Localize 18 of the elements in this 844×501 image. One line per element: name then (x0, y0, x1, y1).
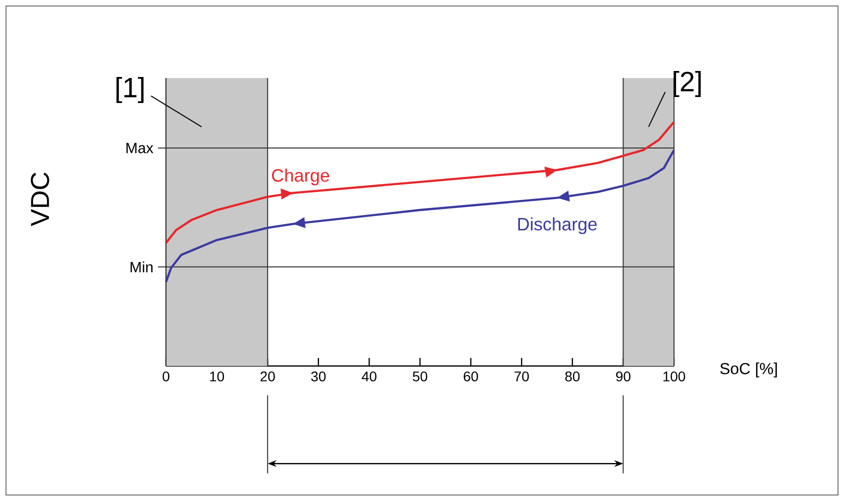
series-label: Charge (272, 168, 330, 186)
ref-line-label: Min (130, 261, 153, 272)
x-tick-label: 10 (210, 371, 224, 382)
x-tick-label: 70 (514, 371, 529, 382)
band-label: [1] (116, 76, 144, 103)
x-tick-label: 90 (616, 371, 630, 382)
x-tick-label: 40 (362, 371, 376, 382)
x-tick-label: 100 (663, 371, 686, 382)
x-tick-label: 30 (311, 371, 326, 382)
x-tick-label: 80 (565, 371, 580, 382)
x-tick-label: 0 (162, 371, 170, 382)
x-tick-label: 60 (464, 371, 478, 382)
x-axis-title: SoC [%] (720, 362, 777, 378)
legend-label: Discharge (518, 217, 597, 234)
x-tick-label: 20 (260, 371, 275, 382)
x-tick-label: 50 (412, 371, 428, 382)
ref-line-label: Max (126, 142, 154, 154)
y-axis-title: VDC (30, 172, 50, 226)
